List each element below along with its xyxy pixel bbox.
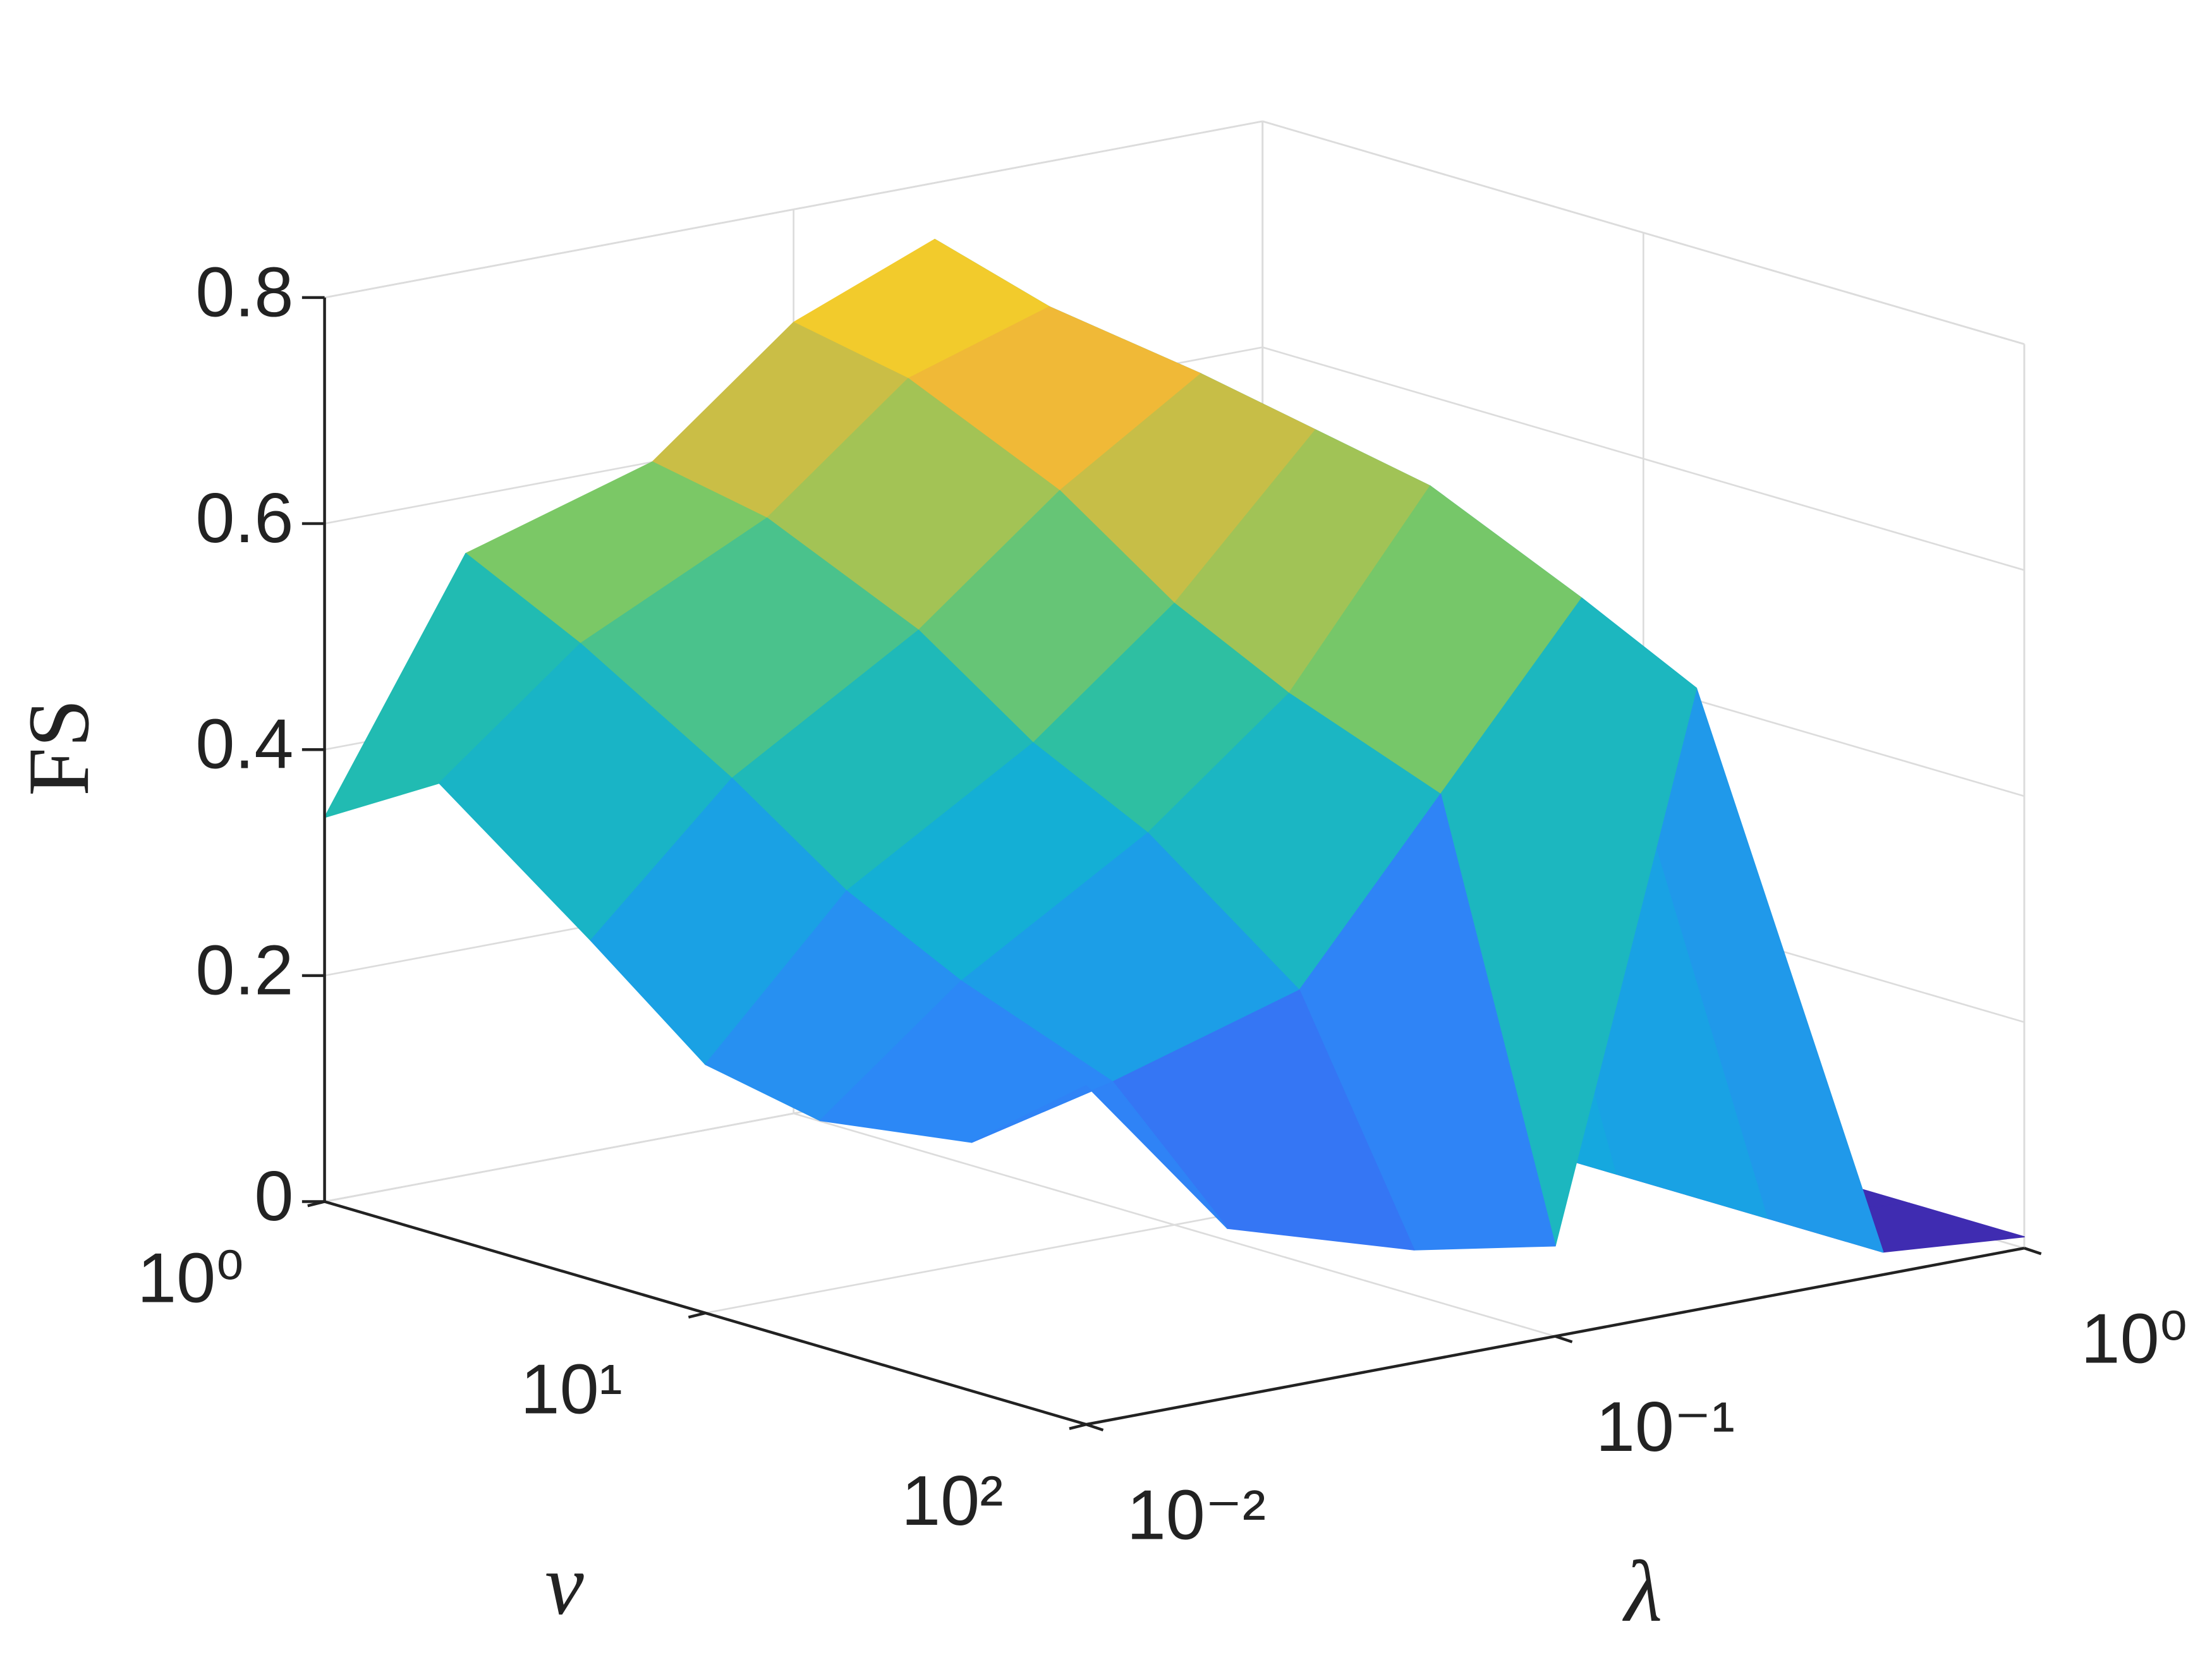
z-tick-label: 0.2 <box>195 930 293 1009</box>
tick-mark <box>1086 1423 1104 1432</box>
z-tick-label: 0.4 <box>195 705 293 784</box>
tick-mark <box>2024 1247 2042 1256</box>
y-tick-label: 10⁻¹ <box>1596 1387 1735 1466</box>
z-tick-label: 0.8 <box>195 252 293 331</box>
x-tick-label: 10¹ <box>521 1350 623 1429</box>
x-axis-line <box>324 1200 1087 1426</box>
y-tick-label: 10⁰ <box>2081 1299 2188 1378</box>
tick-mark <box>1555 1335 1573 1343</box>
axes-layer: 0 0.2 0.4 0.6 0.8 10⁰ 10¹ 10² 10⁻² 10⁻¹ 10⁰ <box>137 252 2187 1554</box>
tick-mark <box>307 1200 325 1208</box>
tick-mark <box>1069 1422 1087 1430</box>
tick-mark <box>688 1311 706 1319</box>
x-tick-label: 10⁰ <box>137 1238 244 1317</box>
z-axis-label: FS <box>10 699 107 796</box>
surface-layer <box>324 238 2025 1253</box>
y-axis-line <box>1086 1246 2025 1426</box>
x-tick-label: 10² <box>901 1461 1003 1540</box>
surface-patch <box>971 1081 1229 1229</box>
y-axis-label: λ <box>1622 1543 1662 1640</box>
x-axis-label: ν <box>545 1536 584 1633</box>
z-tick-label: 0.6 <box>195 478 293 557</box>
z-tick-label: 0 <box>254 1156 293 1235</box>
y-tick-label: 10⁻² <box>1127 1475 1266 1554</box>
grid-line <box>793 1112 1556 1337</box>
